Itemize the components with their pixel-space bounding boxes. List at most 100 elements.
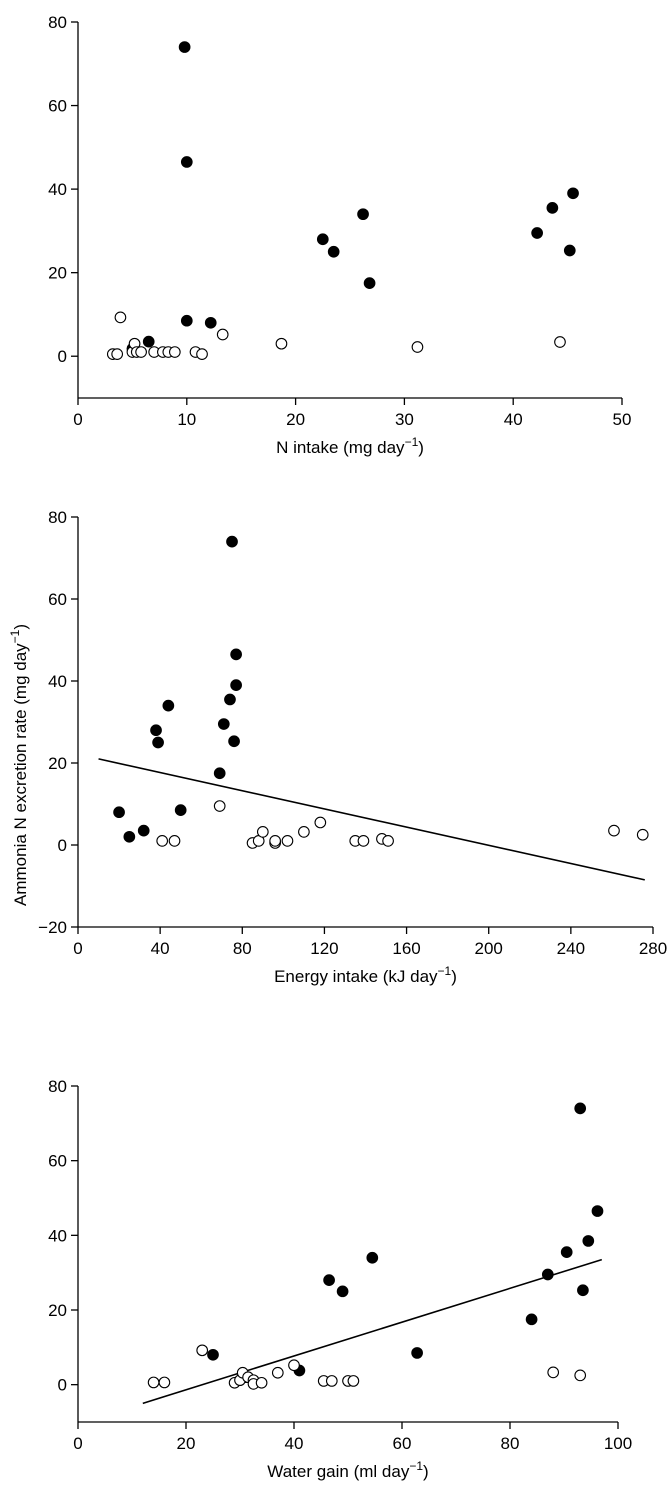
- filled-data-point: [207, 1348, 219, 1361]
- filled-data-point: [228, 735, 240, 748]
- filled-data-point: [531, 227, 543, 239]
- open-data-point: [156, 835, 169, 847]
- x-tick-label: 0: [73, 939, 82, 958]
- filled-data-point: [230, 648, 242, 661]
- x-axis-title-sup: −1: [405, 435, 419, 449]
- open-data-point: [168, 835, 181, 847]
- x-tick-label: 40: [504, 410, 523, 429]
- x-axis-title-text: Water gain (ml day: [267, 1462, 410, 1481]
- filled-data-point: [574, 1102, 587, 1115]
- filled-data-point: [113, 806, 125, 819]
- panel-energy-intake: −20 0 20 40 60 80 0 40 80 120 160 200 240 280 Energy i…: [38, 508, 667, 986]
- open-data-point: [382, 835, 394, 847]
- filled-data-point: [226, 535, 238, 548]
- x-tick-label: 40: [151, 939, 170, 958]
- filled-data-point: [357, 208, 369, 221]
- x-tick-label: 80: [233, 939, 252, 958]
- filled-data-point: [137, 824, 150, 837]
- panel-n-intake: 0 20 40 60 80 0 10 20 30 40 50 N intake (mg day−1): [48, 13, 631, 457]
- y-tick-label: 20: [48, 754, 67, 773]
- x-axis-title-end: ): [423, 1462, 429, 1481]
- shared-y-axis-title-end: ): [11, 624, 30, 630]
- open-data-point: [608, 824, 620, 837]
- y-tick-label: 80: [48, 1077, 67, 1096]
- x-tick-label: 280: [639, 939, 667, 958]
- open-data-point: [256, 826, 269, 838]
- filled-data-point: [525, 1313, 538, 1326]
- x-tick-label: 0: [73, 410, 82, 429]
- x-tick-label: 50: [613, 410, 632, 429]
- filled-data-point: [366, 1251, 379, 1264]
- x-axis-title: N intake (mg day−1): [276, 435, 424, 457]
- open-data-point: [325, 1375, 338, 1387]
- panel-water-gain: 0 20 40 60 80 0 20 40 60 80 100 Water gain (ml day−…: [48, 1077, 632, 1481]
- open-data-point: [271, 1366, 284, 1379]
- x-axis-title-text: Energy intake (kJ day: [274, 967, 438, 986]
- filled-data-point: [224, 693, 236, 706]
- open-data-point: [298, 826, 310, 838]
- open-data-point: [196, 348, 208, 360]
- x-axis-title-end: ): [418, 438, 424, 457]
- filled-data-point: [363, 277, 376, 289]
- filled-data-point: [152, 736, 164, 749]
- open-data-point: [547, 1366, 560, 1379]
- y-tick-label: 80: [48, 13, 67, 32]
- x-tick-label: 40: [285, 1434, 304, 1453]
- x-axis-title: Water gain (ml day−1): [267, 1459, 428, 1481]
- filled-data-point: [591, 1205, 604, 1217]
- x-tick-label: 80: [501, 1434, 520, 1453]
- filled-data-point: [316, 233, 329, 246]
- open-data-point: [147, 1376, 160, 1389]
- y-tick-label: 80: [48, 508, 67, 527]
- open-data-point: [114, 311, 127, 324]
- filled-data-point: [327, 245, 340, 258]
- x-tick-label: 160: [392, 939, 420, 958]
- filled-data-point: [162, 699, 175, 712]
- trend-line: [142, 1258, 603, 1405]
- y-tick-label: 60: [48, 97, 67, 116]
- open-data-point: [636, 828, 649, 841]
- shared-y-axis-title-sup: −1: [8, 629, 22, 643]
- filled-data-point: [204, 316, 217, 329]
- open-data-point: [111, 348, 124, 360]
- open-data-point: [574, 1369, 587, 1382]
- open-data-point: [288, 1359, 300, 1372]
- x-axis-title-sup: −1: [438, 964, 452, 978]
- filled-data-point: [180, 314, 193, 327]
- open-data-point: [135, 346, 147, 358]
- y-tick-label: 0: [58, 347, 67, 366]
- filled-data-point: [178, 41, 191, 53]
- x-axis-title-text: N intake (mg day: [276, 438, 405, 457]
- filled-data-point: [567, 187, 579, 200]
- y-tick-label: 0: [58, 836, 67, 855]
- open-data-point: [347, 1375, 360, 1387]
- x-tick-label: 30: [395, 410, 414, 429]
- filled-data-point: [150, 724, 162, 737]
- filled-data-point: [123, 830, 136, 843]
- x-tick-label: 100: [604, 1434, 632, 1453]
- y-tick-label: 40: [48, 1226, 67, 1245]
- x-tick-label: 20: [177, 1434, 196, 1453]
- filled-data-point: [213, 767, 226, 780]
- filled-data-point: [546, 202, 559, 214]
- open-data-point: [213, 800, 226, 812]
- y-tick-label: 40: [48, 180, 67, 199]
- y-tick-label: 20: [48, 264, 67, 283]
- open-data-point: [255, 1376, 268, 1389]
- filled-data-point: [582, 1235, 595, 1247]
- x-tick-label: 240: [557, 939, 585, 958]
- open-data-point: [158, 1376, 171, 1389]
- filled-data-point: [142, 335, 155, 348]
- filled-data-point: [217, 718, 230, 730]
- filled-data-point: [411, 1347, 423, 1359]
- shared-y-axis-title: Ammonia N excretion rate (mg day−1): [8, 624, 30, 906]
- open-data-point: [269, 835, 281, 847]
- open-data-point: [216, 328, 229, 341]
- y-tick-label: 0: [58, 1376, 67, 1395]
- x-tick-label: 0: [73, 1434, 82, 1453]
- y-tick-label: 60: [48, 1152, 67, 1171]
- y-tick-label: 20: [48, 1301, 67, 1320]
- x-tick-label: 120: [310, 939, 338, 958]
- x-tick-label: 60: [393, 1434, 412, 1453]
- filled-data-point: [230, 679, 242, 691]
